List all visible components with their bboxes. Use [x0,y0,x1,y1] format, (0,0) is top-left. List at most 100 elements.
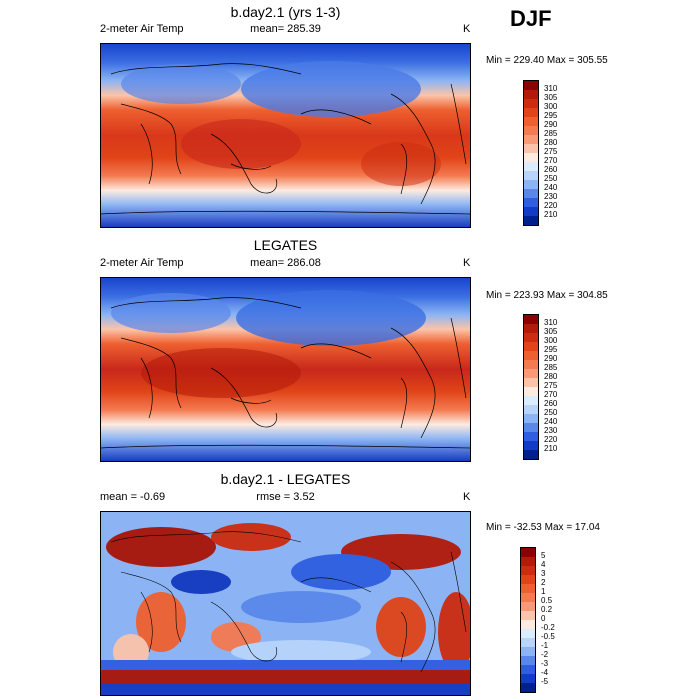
panel-3-colorbar-tick-label: 3 [541,569,546,578]
panel-2-colorbar-swatch [524,378,538,387]
panel-3-colorbar-tick-label: -5 [541,677,549,686]
panel-3-colorbar-swatch [521,584,535,593]
panel-1-minmax: Min = 229.40 Max = 305.55 [486,55,608,66]
panel-3-colorbar-tick-label: -2 [541,650,549,659]
panel-1-colorbar-swatch [524,90,538,99]
panel-1-colorbar-swatch [524,108,538,117]
panel-3-title: b.day2.1 - LEGATES [220,471,351,487]
panel-1-colorbar-tick-label: 305 [544,93,558,102]
panel-2-colorbar-tick-label: 220 [544,435,558,444]
panel-3-colorbar-tick-label: 2 [541,578,546,587]
panel-3-colorbar-tick-label: -4 [541,668,549,677]
panel-3-colorbar-swatch [521,629,535,638]
panel-3-colorbar-tick-label: 5 [541,551,546,560]
panel-3-colorbar-swatch [521,611,535,620]
panel-1-colorbar-swatch [524,180,538,189]
panel-2-colorbar-swatch [524,441,538,450]
panel-2-minmax: Min = 223.93 Max = 304.85 [486,290,608,301]
panel-2-colorbar-tick-label: 260 [544,399,558,408]
panel-3-colorbar-swatch [521,665,535,674]
panel-3-colorbar-tick-label: 0 [541,614,546,623]
panel-1-colorbar-tick-label: 275 [544,147,558,156]
panel-1-colorbar-swatch [524,198,538,207]
panel-3-colorbar-tick-label: 0.2 [541,605,553,614]
panel-1-mean-label: mean= 285.39 [250,23,321,35]
panel-3-colorbar-swatch [521,557,535,566]
panel-2-colorbar-tick-label: 290 [544,354,558,363]
season-label: DJF [510,6,552,31]
panel-2-colorbar-tick-label: 210 [544,444,558,453]
panel-1-colorbar-tick-label: 295 [544,111,558,120]
panel-1-colorbar-tick-label: 310 [544,84,558,93]
panel-1-colorbar-tick-label: 230 [544,192,558,201]
panel-3-colorbar-swatch [521,647,535,656]
panel-1-colorbar-swatch [524,135,538,144]
panel-3-map [100,511,471,696]
panel-2-colorbar-swatch [524,315,538,324]
panel-3-mean-label: mean = -0.69 [100,491,166,503]
panel-2-map [100,277,471,462]
panel-3-colorbar-swatch [521,548,535,557]
panel-1-colorbar-swatch [524,99,538,108]
panel-3-colorbar-labels: 5 4 3 2 1 0.5 0.2 0 -0.2 -0.5 -1 -2 -3 -4 -5 [541,551,555,686]
panel-2-colorbar-swatch [524,351,538,360]
panel-1-colorbar-swatch [524,171,538,180]
panel-2-colorbar-swatch [524,450,538,459]
panel-1-units-label: K [463,23,471,35]
panel-2-title: LEGATES [253,237,318,253]
panel-1-colorbar [523,80,539,226]
panel-1-colorbar-tick-label: 270 [544,156,558,165]
panel-3-colorbar-tick-label: -0.2 [541,623,555,632]
panel-2-colorbar-swatch [524,432,538,441]
panel-3-colorbar-tick-label: 0.5 [541,596,553,605]
panel-1-colorbar-tick-label: 290 [544,120,558,129]
panel-2-variable-label: 2-meter Air Temp [100,257,184,269]
panel-2-colorbar-tick-label: 230 [544,426,558,435]
panel-1-colorbar-labels: 310 305 300 295 290 285 280 275 270 260 250 240 230 2… [544,84,557,219]
panel-1-colorbar-swatches [523,80,539,226]
panel-2-colorbar-swatches [523,314,539,460]
panel-2-colorbar-tick-label: 250 [544,408,558,417]
panel-3-colorbar-tick-label: 1 [541,587,546,596]
panel-2-colorbar-tick-label: 240 [544,417,558,426]
panel-3-colorbar-tick-label: -0.5 [541,632,555,641]
panel-2-colorbar-tick-label: 285 [544,363,558,372]
panel-2-colorbar-swatch [524,333,538,342]
panel-1-colorbar-tick-label: 210 [544,210,558,219]
panel-3-units-label: K [463,491,471,503]
panel-2-colorbar-swatch [524,387,538,396]
panel-2-colorbar-swatch [524,396,538,405]
panel-2-colorbar-tick-label: 310 [544,318,558,327]
panel-3-colorbar-tick-label: 4 [541,560,546,569]
panel-1-colorbar-tick-label: 300 [544,102,558,111]
panel-2-colorbar-tick-label: 280 [544,372,558,381]
panel-3-colorbar-swatch [521,638,535,647]
panel-2-colorbar-tick-label: 270 [544,390,558,399]
panel-2-colorbar-swatch [524,414,538,423]
panel-3-rmse-label: rmse = 3.52 [256,491,315,503]
panel-3-colorbar-swatch [521,656,535,665]
panel-3-colorbar-swatch [521,575,535,584]
panel-3-colorbar-swatch [521,593,535,602]
panel-1-colorbar-swatch [524,153,538,162]
panel-3-colorbar-tick-label: -1 [541,641,549,650]
panel-1-colorbar-swatch [524,189,538,198]
panel-3-colorbar-swatch [521,566,535,575]
panel-1-colorbar-swatch [524,81,538,90]
panel-3-colorbar-swatch [521,683,535,692]
panel-2-colorbar-tick-label: 295 [544,345,558,354]
panel-2-colorbar-swatch [524,324,538,333]
panel-3-colorbar-tick-label: -3 [541,659,549,668]
panel-1-colorbar-tick-label: 220 [544,201,558,210]
panel-3-colorbar [520,547,536,693]
panel-2-colorbar-tick-label: 300 [544,336,558,345]
panel-1-colorbar-tick-label: 240 [544,183,558,192]
panel-2-colorbar-tick-label: 275 [544,381,558,390]
panel-2-colorbar-labels: 310 305 300 295 290 285 280 275 270 260 250 240 230 2… [544,318,557,453]
panel-1-variable-label: 2-meter Air Temp [100,23,184,35]
panel-1-colorbar-swatch [524,207,538,216]
panel-3-colorbar-swatch [521,674,535,683]
panel-3-minmax: Min = -32.53 Max = 17.04 [486,522,600,533]
panel-1-colorbar-tick-label: 260 [544,165,558,174]
panel-1-colorbar-swatch [524,162,538,171]
